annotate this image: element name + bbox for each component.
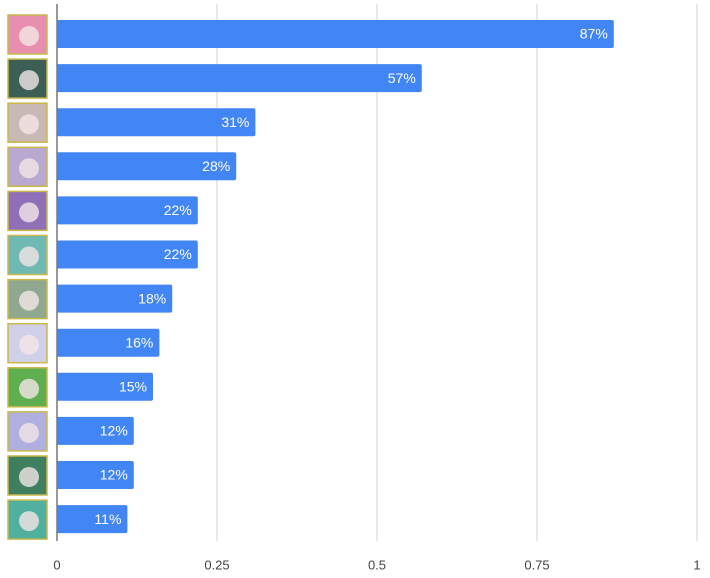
icon-face bbox=[19, 114, 39, 135]
bar bbox=[57, 196, 198, 225]
value-label: 15% bbox=[119, 379, 147, 395]
icon-face bbox=[19, 202, 39, 223]
bar bbox=[57, 108, 256, 137]
value-label: 12% bbox=[100, 467, 128, 483]
x-tick-label: 1 bbox=[693, 557, 700, 572]
bar bbox=[57, 461, 134, 489]
icon-face bbox=[19, 290, 39, 311]
value-label: 87% bbox=[580, 26, 608, 42]
value-label: 12% bbox=[100, 423, 128, 439]
bar bbox=[57, 372, 153, 401]
bar bbox=[57, 152, 237, 181]
icon-face bbox=[19, 246, 39, 267]
value-label: 22% bbox=[164, 202, 192, 218]
bar bbox=[57, 328, 160, 357]
x-tick-label: 0.75 bbox=[524, 557, 549, 572]
value-label: 28% bbox=[202, 158, 230, 174]
icon-face bbox=[19, 158, 39, 179]
value-label: 31% bbox=[221, 114, 249, 130]
value-label: 57% bbox=[388, 70, 416, 86]
bar bbox=[57, 416, 134, 445]
x-tick-label: 0 bbox=[53, 557, 60, 572]
value-label: 22% bbox=[164, 246, 192, 262]
icon-face bbox=[19, 467, 39, 487]
bar bbox=[57, 20, 614, 48]
icon-face bbox=[19, 422, 39, 443]
value-label: 11% bbox=[94, 511, 121, 527]
value-label: 18% bbox=[138, 290, 166, 306]
icon-face bbox=[19, 378, 39, 399]
bar bbox=[57, 240, 198, 269]
bar bbox=[57, 64, 422, 93]
icon-face bbox=[19, 70, 39, 91]
icon-face bbox=[19, 26, 39, 46]
value-label: 16% bbox=[125, 334, 153, 350]
bar bbox=[57, 505, 128, 534]
character-icon bbox=[7, 14, 48, 55]
bar bbox=[57, 284, 173, 313]
x-tick-label: 0.5 bbox=[368, 557, 386, 572]
icon-face bbox=[19, 334, 39, 355]
character-icon bbox=[7, 322, 48, 364]
icon-face bbox=[19, 511, 39, 532]
x-tick-label: 0.25 bbox=[204, 557, 229, 572]
character-icons bbox=[7, 14, 48, 540]
